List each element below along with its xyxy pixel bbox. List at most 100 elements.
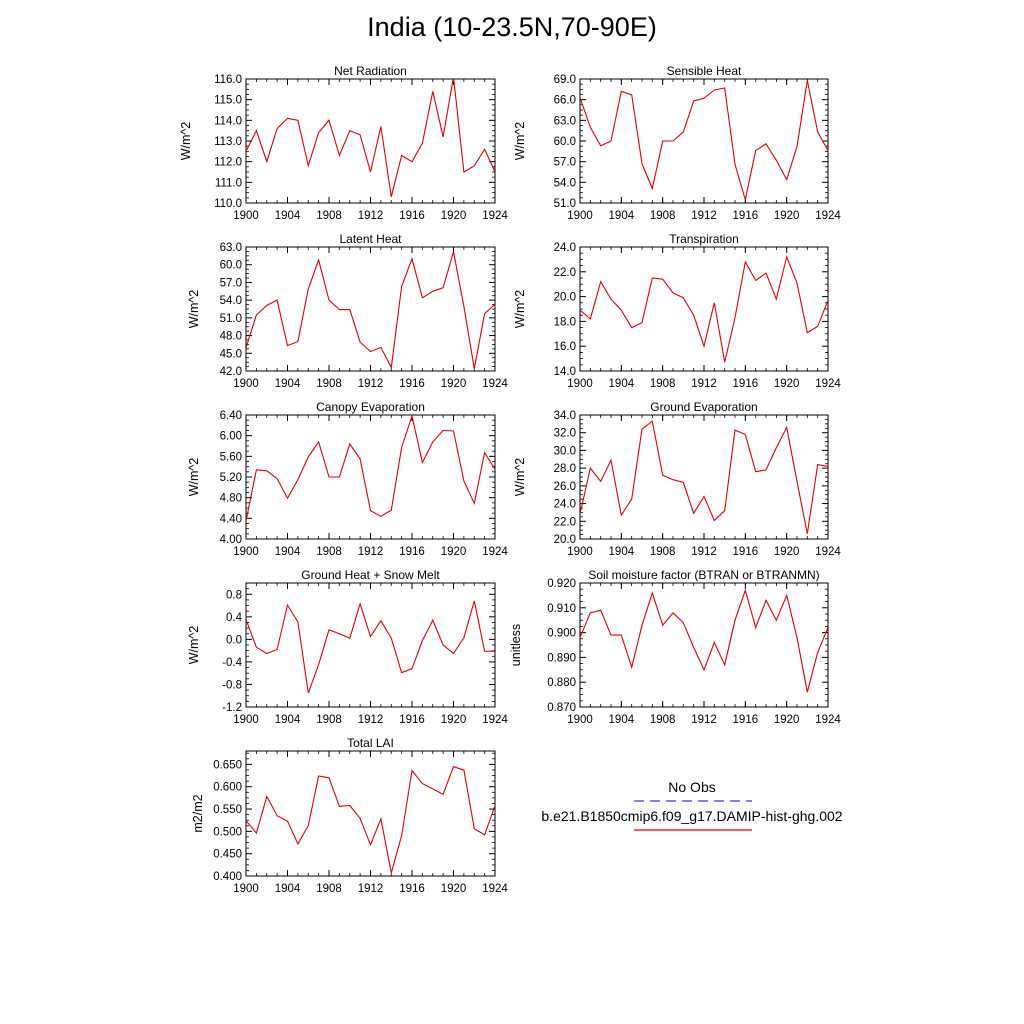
panel-title: Soil moisture factor (BTRAN or BTRANMN) (588, 568, 819, 582)
series-line (246, 251, 495, 370)
x-tick-label: 1912 (691, 714, 717, 726)
x-tick-label: 1900 (233, 210, 259, 222)
x-tick-label: 1916 (399, 883, 425, 895)
panel-3: Latent Heat 1900 1904 1908 1912 1916 1920 1924 4… (187, 232, 508, 390)
series-line (580, 80, 828, 200)
x-tick-label: 1908 (316, 546, 342, 558)
y-tick-label: 5.20 (220, 472, 242, 484)
plot-frame (245, 78, 496, 204)
y-tick-label: 54.0 (554, 177, 576, 189)
y-tick-label: 57.0 (554, 157, 576, 169)
plot-frame (579, 246, 829, 372)
y-tick-label: 0.890 (547, 652, 576, 664)
x-tick-label: 1916 (733, 210, 759, 222)
x-tick-label: 1924 (482, 546, 508, 558)
y-tick-label: 0.880 (547, 677, 576, 689)
x-tick-label: 1912 (358, 210, 384, 222)
legend-obs-label: No Obs (668, 779, 716, 795)
y-tick-label: 115.0 (214, 95, 242, 107)
page-title: India (10-23.5N,70-90E) (367, 12, 657, 42)
panel-title: Sensible Heat (667, 64, 742, 78)
panel-4: Transpiration 1900 1904 1908 1912 1916 1920 192… (513, 232, 841, 390)
y-axis-label: unitless (509, 624, 523, 666)
y-tick-label: 0.900 (547, 628, 576, 640)
x-tick-label: 1916 (733, 546, 759, 558)
panel-title: Latent Heat (339, 232, 402, 246)
y-tick-label: 116.0 (214, 74, 242, 86)
x-tick-label: 1904 (275, 714, 301, 726)
panel-9: Total LAI 1900 1904 1908 1912 1916 1920 1924 0.4… (191, 736, 508, 895)
x-tick-label: 1900 (567, 546, 593, 558)
x-tick-label: 1900 (233, 714, 259, 726)
x-tick-label: 1924 (482, 883, 508, 895)
y-tick-label: -0.4 (222, 657, 242, 669)
y-tick-label: 26.0 (554, 481, 576, 493)
x-tick-label: 1912 (358, 546, 384, 558)
y-axis-label: m2/m2 (191, 794, 205, 832)
x-tick-label: 1900 (233, 883, 259, 895)
x-tick-label: 1908 (650, 210, 676, 222)
x-tick-label: 1900 (567, 714, 593, 726)
x-tick-label: 1904 (275, 883, 301, 895)
x-tick-label: 1900 (567, 378, 593, 390)
y-axis-label: W/m^2 (513, 122, 527, 161)
y-tick-label: 63.0 (554, 115, 576, 127)
x-tick-label: 1904 (609, 546, 635, 558)
panel-6: Ground Evaporation 1900 1904 1908 1912 1916 19… (513, 400, 841, 558)
panel-1: Net Radiation 1900 1904 1908 1912 1916 1920 192… (179, 64, 508, 222)
x-tick-label: 1920 (774, 378, 800, 390)
y-tick-label: 0.4 (226, 612, 243, 624)
y-tick-label: 114.0 (214, 115, 242, 127)
x-tick-label: 1908 (316, 378, 342, 390)
y-tick-label: 0.550 (213, 804, 242, 816)
x-tick-label: 1904 (275, 378, 301, 390)
legend-model-label: b.e21.B1850cmip6.f09_g17.DAMIP-hist-ghg.… (541, 808, 843, 824)
y-tick-label: 113.0 (214, 136, 242, 148)
x-tick-label: 1916 (733, 378, 759, 390)
x-tick-label: 1916 (733, 714, 759, 726)
y-tick-label: 0.450 (213, 849, 242, 861)
panel-title: Ground Heat + Snow Melt (301, 568, 440, 582)
x-tick-label: 1920 (441, 378, 467, 390)
y-tick-label: 0.0 (226, 634, 242, 646)
y-tick-label: 57.0 (220, 277, 242, 289)
y-tick-label: 16.0 (554, 341, 576, 353)
y-tick-label: 0.600 (213, 782, 242, 794)
y-axis-label: W/m^2 (513, 458, 527, 497)
series-line (580, 588, 828, 693)
x-tick-label: 1924 (815, 546, 841, 558)
plot-frame (579, 414, 829, 540)
y-tick-label: 14.0 (554, 366, 576, 378)
y-tick-label: 0.400 (213, 871, 242, 883)
x-tick-label: 1920 (774, 546, 800, 558)
series-line (246, 765, 495, 874)
y-tick-label: 69.0 (554, 74, 576, 86)
x-tick-label: 1912 (358, 883, 384, 895)
x-tick-label: 1920 (441, 714, 467, 726)
x-tick-label: 1912 (358, 714, 384, 726)
panel-7: Ground Heat + Snow Melt 1900 1904 1908 1912 1… (187, 568, 508, 726)
x-tick-label: 1916 (399, 546, 425, 558)
y-tick-label: 6.00 (220, 431, 242, 443)
plot-frame (579, 582, 829, 708)
x-tick-label: 1920 (441, 210, 467, 222)
panel-8: Soil moisture factor (BTRAN or BTRANMN) 1… (509, 568, 841, 726)
x-tick-label: 1912 (691, 210, 717, 222)
y-tick-label: 60.0 (554, 136, 576, 148)
y-tick-label: 110.0 (214, 198, 242, 210)
y-tick-label: 0.910 (547, 603, 576, 615)
series-line (246, 79, 495, 197)
x-tick-label: 1908 (316, 210, 342, 222)
y-tick-label: 32.0 (554, 428, 576, 440)
y-tick-label: 4.40 (220, 513, 242, 525)
x-tick-label: 1924 (482, 210, 508, 222)
y-tick-label: 0.870 (547, 702, 576, 714)
x-tick-label: 1920 (774, 714, 800, 726)
x-tick-label: 1904 (275, 210, 301, 222)
x-tick-label: 1924 (815, 210, 841, 222)
y-tick-label: 42.0 (220, 366, 242, 378)
y-tick-label: 5.60 (220, 451, 242, 463)
panel-title: Total LAI (347, 736, 394, 750)
panel-title: Ground Evaporation (650, 400, 757, 414)
series-line (580, 420, 828, 534)
